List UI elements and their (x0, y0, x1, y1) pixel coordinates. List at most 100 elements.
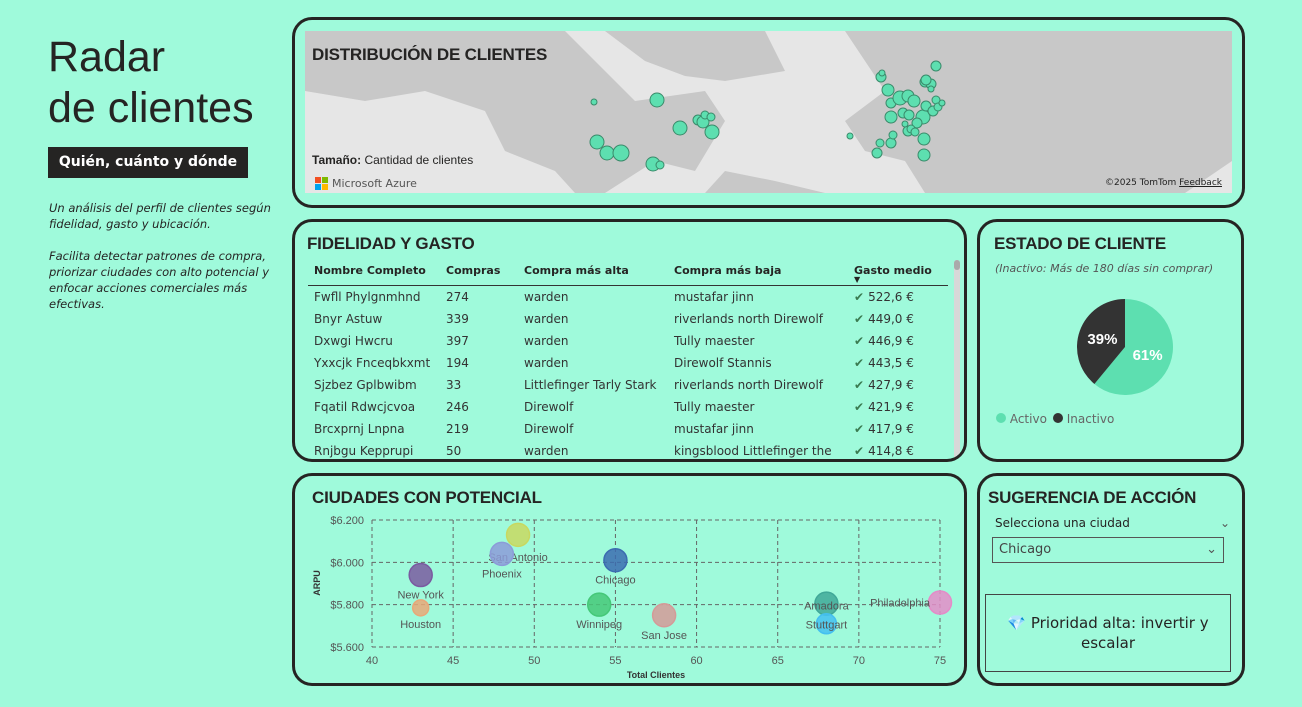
map-bubble[interactable] (871, 147, 883, 159)
status-pie-chart[interactable]: 61% 39% (1070, 292, 1180, 402)
scatter-point[interactable] (586, 592, 612, 617)
scatter-point[interactable] (505, 522, 531, 548)
map-bubble[interactable] (884, 110, 898, 124)
map-bubble[interactable] (903, 109, 915, 121)
legend-activo[interactable]: Activo (996, 412, 1047, 426)
city-select[interactable]: Chicago ⌄ (992, 537, 1224, 563)
col-header[interactable]: Compra más baja (674, 264, 782, 277)
page-title: Radar de clientes (48, 32, 254, 134)
feedback-link[interactable]: Feedback (1179, 178, 1222, 188)
scatter-point[interactable] (489, 541, 515, 567)
col-header-sorted[interactable]: Gasto medio ▼ (848, 262, 948, 286)
cell-text: 397 (446, 333, 469, 348)
table-cell: 397 (440, 330, 518, 352)
cell-text: Tully maester (674, 333, 755, 348)
table-scrollbar[interactable] (954, 260, 960, 459)
map-bubble[interactable] (920, 74, 932, 86)
provider-name: Microsoft Azure (332, 177, 417, 190)
map-title: DISTRIBUCIÓN DE CLIENTES (312, 45, 548, 64)
pie-slice-activo[interactable] (1094, 299, 1173, 395)
map-bubble[interactable] (649, 92, 665, 108)
map-bubble[interactable] (875, 138, 885, 148)
chevron-down-icon[interactable]: ⌄ (1219, 516, 1230, 530)
check-icon: ✔ (854, 377, 865, 392)
x-axis-title: Total Clientes (627, 670, 685, 680)
col-header[interactable]: Compra más alta (524, 264, 629, 277)
scatter-point[interactable] (408, 562, 433, 588)
table-cell: ✔ 421,9 € (848, 396, 948, 418)
map-bubble[interactable] (706, 112, 716, 122)
cell-text: 246 (446, 399, 469, 414)
customer-map[interactable]: DISTRIBUCIÓN DE CLIENTES Tamaño: Cantida… (305, 31, 1232, 193)
map-bubble[interactable] (917, 148, 931, 162)
scatter-point[interactable] (411, 599, 430, 617)
table-cell: Rnjbgu Kepprupi (308, 440, 440, 460)
point-label: Phoenix (482, 568, 522, 580)
map-bubble[interactable] (590, 98, 598, 106)
point-label: Amadora (804, 601, 850, 613)
scatter-title: CIUDADES CON POTENCIAL (312, 488, 542, 507)
map-bubble[interactable] (927, 85, 935, 93)
cell-text: Sjzbez Gplbwibm (314, 377, 417, 392)
col-header[interactable]: Nombre Completo (314, 264, 426, 277)
table-cell: mustafar jinn (668, 418, 848, 440)
map-bubble[interactable] (910, 127, 920, 137)
table-cell: 274 (440, 286, 518, 308)
scatter-point[interactable] (603, 547, 628, 573)
table-row[interactable]: Dxwgi Hwcru 397 warden Tully maester ✔ 446,9 … (308, 330, 948, 352)
table-row[interactable]: Sjzbez Gplbwibm 33 Littlefinger Tarly Star… (308, 374, 948, 396)
table-row[interactable]: Yxxcjk Fnceqbkxmt 194 warden Direwolf Stann… (308, 352, 948, 374)
x-tick-label: 55 (609, 655, 621, 667)
map-bubble[interactable] (612, 144, 630, 162)
map-bubble[interactable] (907, 94, 921, 108)
x-tick-label: 65 (772, 655, 784, 667)
city-slicer-header[interactable]: Selecciona una ciudad ⌄ (995, 516, 1230, 530)
map-bubble[interactable] (885, 137, 897, 149)
table-row[interactable]: Bnyr Astuw 339 warden riverlands north Dire… (308, 308, 948, 330)
table-row[interactable]: Fwfll Phylgnmhnd 274 warden mustafar jinn ✔ 5… (308, 286, 948, 308)
legend-inactivo[interactable]: Inactivo (1052, 412, 1114, 426)
table-cell: Dxwgi Hwcru (308, 330, 440, 352)
map-bubble[interactable] (655, 160, 665, 170)
map-bubble[interactable] (938, 99, 946, 107)
table-cell: 33 (440, 374, 518, 396)
cell-text: Dxwgi Hwcru (314, 333, 393, 348)
check-icon: ✔ (854, 311, 865, 326)
map-bubble[interactable] (881, 83, 895, 97)
status-subtitle: (Inactivo: Más de 180 días sin comprar) (995, 262, 1214, 275)
map-bubble[interactable] (672, 120, 688, 136)
col-header[interactable]: Compras (446, 264, 501, 277)
map-bubble[interactable] (878, 69, 886, 77)
scatter-point[interactable] (651, 603, 677, 628)
scrollbar-thumb[interactable] (954, 260, 960, 270)
scatter-point[interactable] (815, 612, 838, 635)
map-bubble[interactable] (888, 130, 898, 140)
map-bubble[interactable] (901, 120, 909, 128)
map-bubble[interactable] (930, 60, 942, 72)
map-bubble[interactable] (704, 124, 720, 140)
point-label: Houston (400, 619, 441, 631)
pie-label: 61% (1133, 347, 1163, 364)
table-cell: riverlands north Direwolf (668, 308, 848, 330)
table-row[interactable]: Brcxprnj Lnpna 219 Direwolf mustafar jinn ✔ 4… (308, 418, 948, 440)
customers-table: Nombre Completo Compras Compra más alta … (308, 262, 948, 460)
table-row[interactable]: Fqatil Rdwcjcvoa 246 Direwolf Tully maester… (308, 396, 948, 418)
cell-text: 414,8 € (868, 443, 914, 458)
pie-slice-inactivo[interactable] (1077, 299, 1125, 384)
map-bubble[interactable] (846, 132, 854, 140)
x-tick-label: 45 (447, 655, 459, 667)
table-row[interactable]: Rnjbgu Kepprupi 50 warden kingsblood Little… (308, 440, 948, 460)
map-bubble[interactable] (917, 132, 931, 146)
microsoft-azure-logo: Microsoft Azure (315, 177, 417, 190)
table-cell: ✔ 449,0 € (848, 308, 948, 330)
x-tick-label: 70 (853, 655, 865, 667)
description-line: Un análisis del perfil de clientes según… (49, 201, 271, 231)
table-cell: Tully maester (668, 396, 848, 418)
map-bubble[interactable] (589, 134, 605, 150)
x-tick-label: 75 (934, 655, 946, 667)
map-bubble[interactable] (599, 145, 615, 161)
scatter-chart[interactable]: 40 45 50 55 60 65 70 75 $5.600 $5.800 $6.000 $6.200… (292, 473, 967, 686)
table-cell: 50 (440, 440, 518, 460)
status-panel: ESTADO DE CLIENTE (Inactivo: Más de 180 … (977, 219, 1244, 462)
scatter-point[interactable] (927, 590, 953, 615)
